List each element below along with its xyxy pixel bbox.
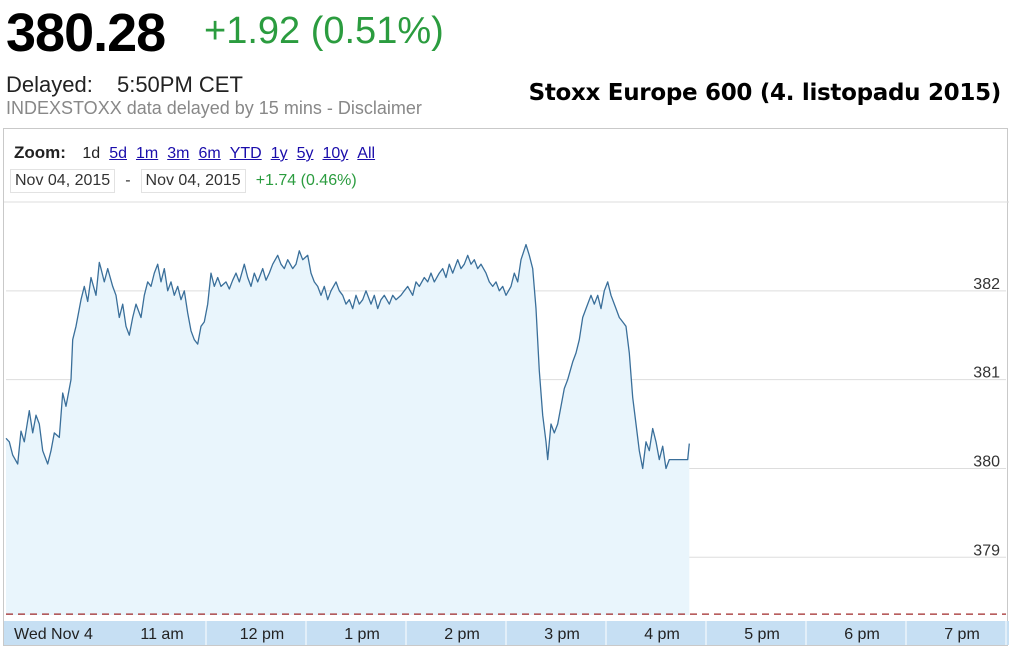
range-end-date[interactable]: Nov 04, 2015 (140, 169, 246, 193)
zoom-option-1d[interactable]: 1d (82, 145, 101, 162)
range-start-date[interactable]: Nov 04, 2015 (10, 169, 116, 193)
price-chart[interactable]: 379 380 381 382 Wed Nov 4 11 am 12 pm 1 pm 2 pm 3… (4, 129, 1009, 647)
zoom-controls: Zoom: 1d 5d 1m 3m 6m YTD 1y 5y 10y All (14, 143, 384, 163)
range-separator: - (125, 172, 131, 189)
zoom-option-1m[interactable]: 1m (135, 145, 159, 162)
data-disclaimer-link[interactable]: INDEXSTOXX data delayed by 15 mins - Dis… (6, 98, 422, 118)
x-tick-label: 7 pm (944, 626, 980, 643)
zoom-option-5y[interactable]: 5y (296, 145, 314, 162)
price-area (6, 244, 690, 615)
zoom-option-10y[interactable]: 10y (322, 145, 349, 162)
zoom-option-3m[interactable]: 3m (167, 145, 190, 162)
overlay-title: Stoxx Europe 600 (4. listopadu 2015) (528, 80, 1002, 106)
x-tick-label: 2 pm (444, 626, 480, 643)
price-change: +1.92 (0.51%) (204, 10, 444, 52)
price-line (5, 243, 690, 470)
y-tick-label: 381 (973, 365, 1000, 382)
chart-panel: 379 380 381 382 Wed Nov 4 11 am 12 pm 1 pm 2 pm 3… (3, 128, 1009, 647)
y-tick-label: 379 (973, 542, 1000, 559)
current-price: 380.28 (6, 3, 166, 63)
zoom-option-6m[interactable]: 6m (198, 145, 221, 162)
y-tick-label: 382 (973, 276, 1000, 293)
x-tick-label: 3 pm (544, 626, 580, 643)
delayed-info: Delayed: 5:50PM CET (6, 72, 243, 98)
x-tick-label: 6 pm (844, 626, 880, 643)
date-range: Nov 04, 2015 - Nov 04, 2015 +1.74 (0.46%… (10, 169, 357, 193)
x-tick-label: 1 pm (344, 626, 380, 643)
zoom-label: Zoom: (14, 143, 66, 162)
zoom-option-1y[interactable]: 1y (270, 145, 288, 162)
x-tick-label: 4 pm (644, 626, 680, 643)
x-tick-label: Wed Nov 4 (14, 626, 93, 643)
x-tick-label: 11 am (140, 626, 183, 643)
x-tick-label: 5 pm (744, 626, 780, 643)
delayed-time: 5:50PM CET (116, 72, 243, 97)
zoom-option-all[interactable]: All (357, 145, 376, 162)
zoom-option-ytd[interactable]: YTD (229, 145, 262, 162)
range-change: +1.74 (0.46%) (255, 172, 357, 189)
delayed-label: Delayed: (6, 72, 93, 97)
y-tick-label: 380 (973, 453, 1000, 470)
x-tick-label: 12 pm (240, 626, 284, 643)
zoom-option-5d[interactable]: 5d (109, 145, 127, 162)
